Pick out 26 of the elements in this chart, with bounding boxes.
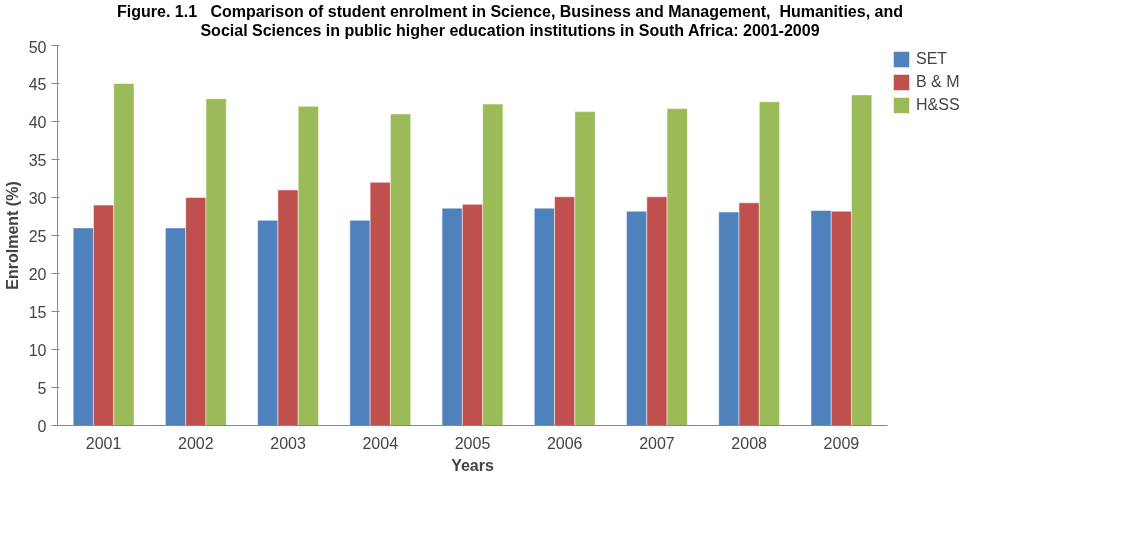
x-tick-label: 2004	[362, 434, 399, 452]
x-tick-label: 2009	[823, 434, 860, 452]
y-tick-label: 25	[28, 227, 47, 245]
legend-label: H&SS	[916, 96, 960, 115]
y-tick-label: 45	[28, 75, 47, 93]
y-tick-label: 40	[28, 113, 47, 131]
x-tick-label: 2005	[454, 434, 491, 452]
x-tick-label: 2008	[731, 434, 768, 452]
x-tick-label: 2006	[546, 434, 583, 452]
legend-label: SET	[916, 50, 948, 69]
x-tick-label: 2002	[178, 434, 214, 452]
y-axis-title: Enrolment (%)	[3, 181, 21, 291]
y-tick-label: 50	[28, 38, 47, 56]
y-tick-label: 10	[28, 341, 47, 359]
y-tick-label: 20	[28, 265, 47, 283]
chart-title: Figure. 1.1 Comparison of student enrolment in Science, Business and Management, Humanities, and Social Sciences in public higher education institutions in South Africa: 2001-2009	[116, 2, 904, 41]
y-tick-label: 5	[37, 379, 47, 397]
x-tick-label: 2007	[639, 434, 675, 452]
x-tick-label: 2003	[270, 434, 306, 452]
x-axis-title: Years	[451, 456, 494, 474]
y-tick-label: 15	[28, 303, 47, 321]
y-tick-label: 30	[28, 189, 47, 207]
y-tick-label: 35	[28, 151, 47, 169]
legend-label: B & M	[916, 73, 960, 92]
y-tick-label: 0	[37, 417, 47, 435]
x-tick-label: 2001	[85, 434, 122, 452]
